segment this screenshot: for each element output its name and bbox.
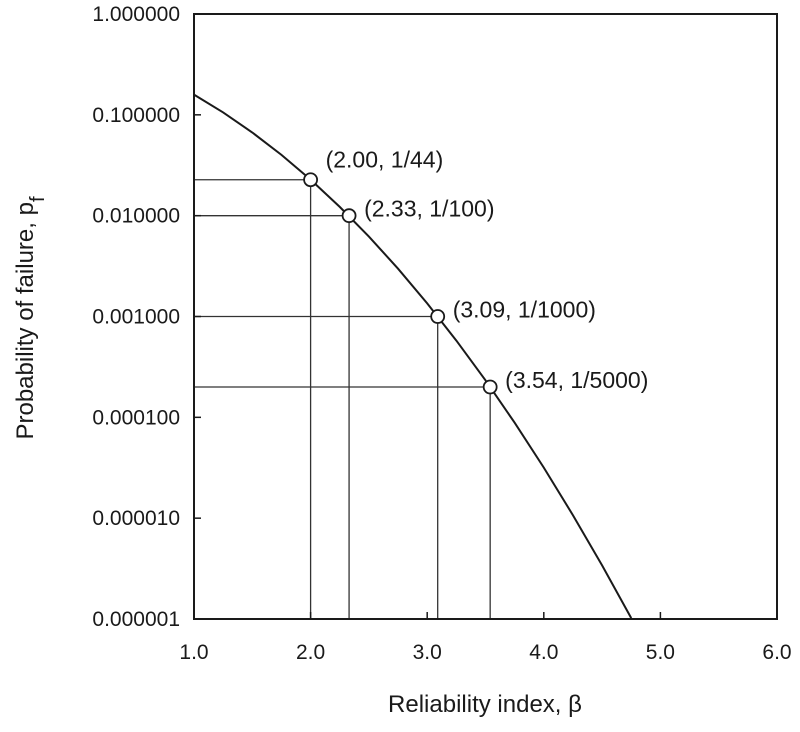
data-point-marker <box>482 379 498 395</box>
x-tick-label: 3.0 <box>413 641 442 664</box>
x-tick-label: 1.0 <box>179 641 208 664</box>
y-tick-label: 0.000010 <box>92 507 180 530</box>
highlighted-points: (2.00, 1/44) (2.33, 1/100) (3.09, 1/1000) (… <box>303 147 648 395</box>
data-point-label: (3.54, 1/5000) <box>505 367 648 393</box>
y-tick-label: 0.010000 <box>92 205 180 228</box>
data-point-marker <box>341 208 357 224</box>
data-point-label: (3.09, 1/1000) <box>453 297 596 323</box>
x-tick-label: 4.0 <box>529 641 558 664</box>
data-point-label: (2.33, 1/100) <box>364 196 494 222</box>
y-tick-label: 0.000001 <box>92 608 180 631</box>
y-tick-label: 0.100000 <box>92 104 180 127</box>
data-point-marker <box>303 172 319 188</box>
y-axis-title-main: Probability of failure, p <box>12 202 39 439</box>
data-point-label: (2.00, 1/44) <box>326 147 444 173</box>
x-axis-title: Reliability index, β <box>388 691 582 718</box>
x-tick-label: 6.0 <box>762 641 791 664</box>
reference-lines <box>194 179 491 619</box>
y-axis: 1.000000 0.100000 0.010000 0.001000 0.000100… <box>92 3 201 631</box>
y-tick-label: 0.000100 <box>92 406 180 429</box>
y-axis-title-subscript: f <box>27 196 49 202</box>
reliability-curve <box>193 93 633 619</box>
x-axis: 1.0 2.0 3.0 4.0 5.0 6.0 <box>179 612 792 664</box>
y-tick-label: 1.000000 <box>92 3 180 26</box>
x-tick-label: 5.0 <box>646 641 675 664</box>
y-tick-label: 0.001000 <box>92 306 180 329</box>
x-tick-label: 2.0 <box>296 641 325 664</box>
data-point-marker <box>430 309 446 324</box>
y-axis-title: Probability of failure, pf <box>12 196 49 439</box>
